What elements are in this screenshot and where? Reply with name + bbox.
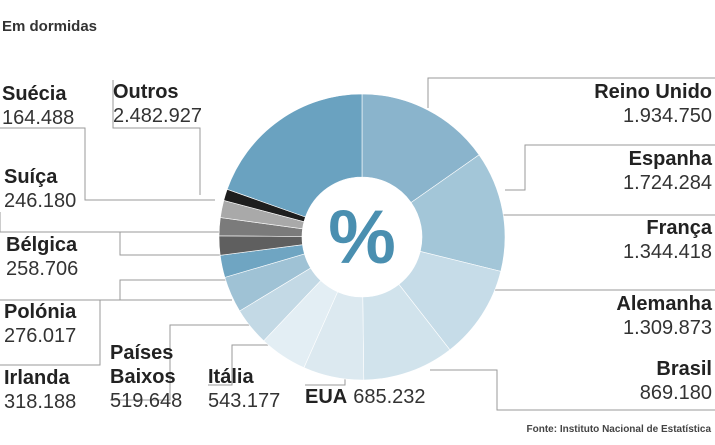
slice-label: Reino Unido 1.934.750 — [500, 80, 712, 128]
slice-label: Outros 2.482.927 — [113, 80, 233, 128]
value-label: 543.177 — [208, 390, 281, 412]
donut-slice — [410, 154, 506, 272]
leader-line — [0, 279, 228, 301]
category-name: Outros — [113, 81, 179, 103]
leader-line — [110, 324, 258, 401]
center-label: % — [328, 195, 396, 280]
slice-label: Países Baixos 519.648 — [110, 341, 200, 413]
category-name: Suíça — [4, 166, 58, 188]
slice-label: Itália 543.177 — [208, 365, 298, 413]
value-label: 519.648 — [110, 390, 183, 412]
category-name: Irlanda — [4, 367, 70, 389]
category-name: Alemanha — [616, 293, 712, 315]
category-name: França — [646, 217, 712, 239]
slice-label: Irlanda 318.188 — [4, 366, 104, 414]
leader-line — [112, 80, 201, 195]
category-name: Bélgica — [6, 234, 78, 256]
slice-label: Bélgica 258.706 — [6, 233, 106, 281]
slice-label: França 1.344.418 — [500, 216, 712, 264]
value-label: 1.344.418 — [623, 241, 712, 263]
value-label: 164.488 — [2, 107, 75, 129]
slice-label: Suécia 164.488 — [2, 82, 102, 130]
category-name: EUA — [305, 386, 348, 408]
title: Em dormidas — [2, 18, 98, 35]
value-label: 685.232 — [353, 386, 426, 408]
slice-label: Polónia 276.017 — [4, 300, 104, 348]
value-label: 258.706 — [6, 258, 79, 280]
category-name: Espanha — [628, 148, 712, 170]
value-label: 318.188 — [4, 391, 77, 413]
category-name: Itália — [208, 366, 254, 388]
value-label: 276.017 — [4, 325, 77, 347]
leader-line — [427, 77, 715, 108]
slice-label: Espanha 1.724.284 — [500, 147, 712, 195]
leader-line — [0, 299, 232, 366]
value-label: 1.934.750 — [623, 105, 712, 127]
leader-line — [0, 127, 215, 201]
value-label: 1.309.873 — [623, 317, 712, 339]
category-name: Suécia — [2, 83, 67, 105]
slice-label: EUA 685.232 — [305, 385, 505, 411]
leader-line — [430, 369, 715, 411]
slice-label: Alemanha 1.309.873 — [500, 292, 712, 340]
slice-label: Brasil 869.180 — [500, 357, 712, 405]
category-name: Reino Unido — [594, 81, 712, 103]
value-label: 246.180 — [4, 190, 77, 212]
category-name: Brasil — [656, 358, 712, 380]
leader-line — [0, 212, 222, 233]
leader-line — [505, 144, 715, 191]
source: Fonte: Instituto Nacional de Estatística — [526, 424, 711, 435]
category-name: Polónia — [4, 301, 77, 323]
value-label: 2.482.927 — [113, 105, 202, 127]
value-label: 869.180 — [639, 382, 712, 404]
donut-slice — [226, 93, 363, 218]
donut-slice — [361, 93, 480, 203]
category-name: Países Baixos — [110, 342, 176, 388]
slice-label: Suíça 246.180 — [4, 165, 104, 213]
value-label: 1.724.284 — [623, 172, 712, 194]
